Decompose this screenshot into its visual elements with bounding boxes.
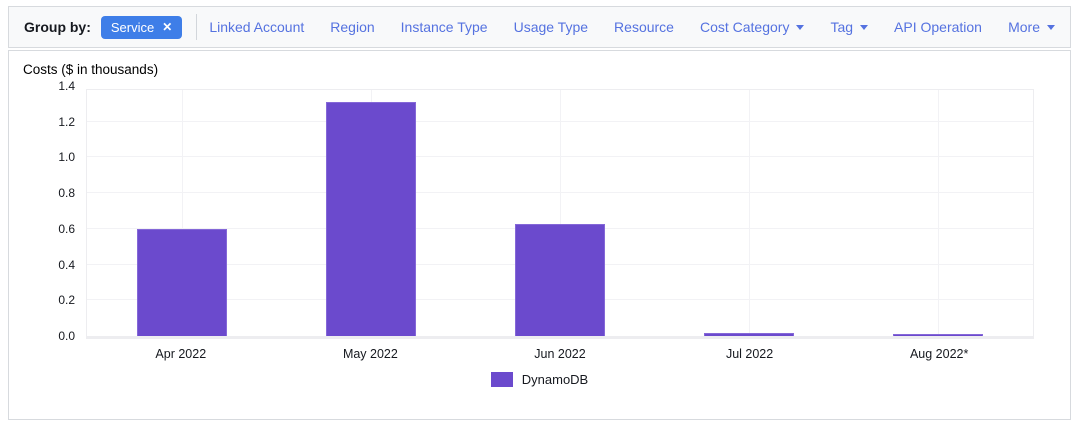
legend-label: DynamoDB [522, 372, 588, 387]
x-axis-labels: Apr 2022May 2022Jun 2022Jul 2022Aug 2022… [86, 347, 1034, 361]
groupby-link-label: More [1008, 19, 1040, 35]
legend-swatch [491, 372, 513, 387]
groupby-link-more[interactable]: More [1008, 19, 1055, 35]
x-axis-label: Apr 2022 [86, 347, 276, 361]
groupby-link-tag[interactable]: Tag [830, 19, 868, 35]
chart-legend: DynamoDB [9, 372, 1070, 387]
cost-explorer-panel: Group by: Service ✕ Linked Account Region… [0, 0, 1078, 425]
groupby-link-label: API Operation [894, 19, 982, 35]
groupby-links: Linked Account Region Instance Type Usage T… [209, 19, 1055, 35]
caret-down-icon [1047, 25, 1055, 30]
y-axis-tick-label: 0.6 [58, 222, 75, 236]
close-icon[interactable]: ✕ [162, 21, 172, 33]
groupby-link-label: Instance Type [401, 19, 488, 35]
y-axis-tick-label: 0.4 [58, 258, 75, 272]
groupby-link-api-operation[interactable]: API Operation [894, 19, 982, 35]
bar-jun-2022[interactable] [515, 224, 605, 337]
y-axis-tick-label: 0.8 [58, 186, 75, 200]
y-axis-tick-label: 1.4 [58, 79, 75, 93]
bar-jul-2022[interactable] [704, 333, 794, 336]
x-axis-label: May 2022 [276, 347, 466, 361]
x-axis-label: Jul 2022 [655, 347, 845, 361]
groupby-link-usage-type[interactable]: Usage Type [514, 19, 588, 35]
chart-card: Costs ($ in thousands) 0.00.20.40.60.81.… [8, 50, 1071, 420]
groupby-link-label: Region [330, 19, 374, 35]
y-axis-tick-label: 0.2 [58, 293, 75, 307]
caret-down-icon [860, 25, 868, 30]
filter-pill-service[interactable]: Service ✕ [101, 16, 182, 39]
groupby-link-linked-account[interactable]: Linked Account [209, 19, 304, 35]
x-axis-label: Jun 2022 [465, 347, 655, 361]
y-axis-tick-label: 1.0 [58, 150, 75, 164]
toolbar-divider [196, 14, 197, 40]
groupby-link-label: Resource [614, 19, 674, 35]
groupby-link-resource[interactable]: Resource [614, 19, 674, 35]
groupby-link-instance-type[interactable]: Instance Type [401, 19, 488, 35]
bar-chart-plot: 0.00.20.40.60.81.01.21.4 [86, 89, 1034, 339]
groupby-link-cost-category[interactable]: Cost Category [700, 19, 804, 35]
groupby-link-label: Usage Type [514, 19, 588, 35]
gridline-vertical [749, 90, 750, 336]
filter-pill-label: Service [111, 20, 154, 35]
groupby-link-label: Tag [830, 19, 853, 35]
groupby-link-region[interactable]: Region [330, 19, 374, 35]
chart-title: Costs ($ in thousands) [23, 62, 158, 77]
groupby-link-label: Linked Account [209, 19, 304, 35]
gridline-vertical [938, 90, 939, 336]
y-axis-tick-label: 0.0 [58, 329, 75, 343]
y-axis-tick-label: 1.2 [58, 115, 75, 129]
caret-down-icon [796, 25, 804, 30]
bar-apr-2022[interactable] [137, 229, 227, 336]
groupby-link-label: Cost Category [700, 19, 789, 35]
bar-aug-2022-[interactable] [893, 334, 983, 336]
x-axis-label: Aug 2022* [844, 347, 1034, 361]
groupby-toolbar: Group by: Service ✕ Linked Account Region… [8, 6, 1071, 48]
bar-may-2022[interactable] [326, 102, 416, 336]
groupby-label: Group by: [24, 19, 91, 35]
